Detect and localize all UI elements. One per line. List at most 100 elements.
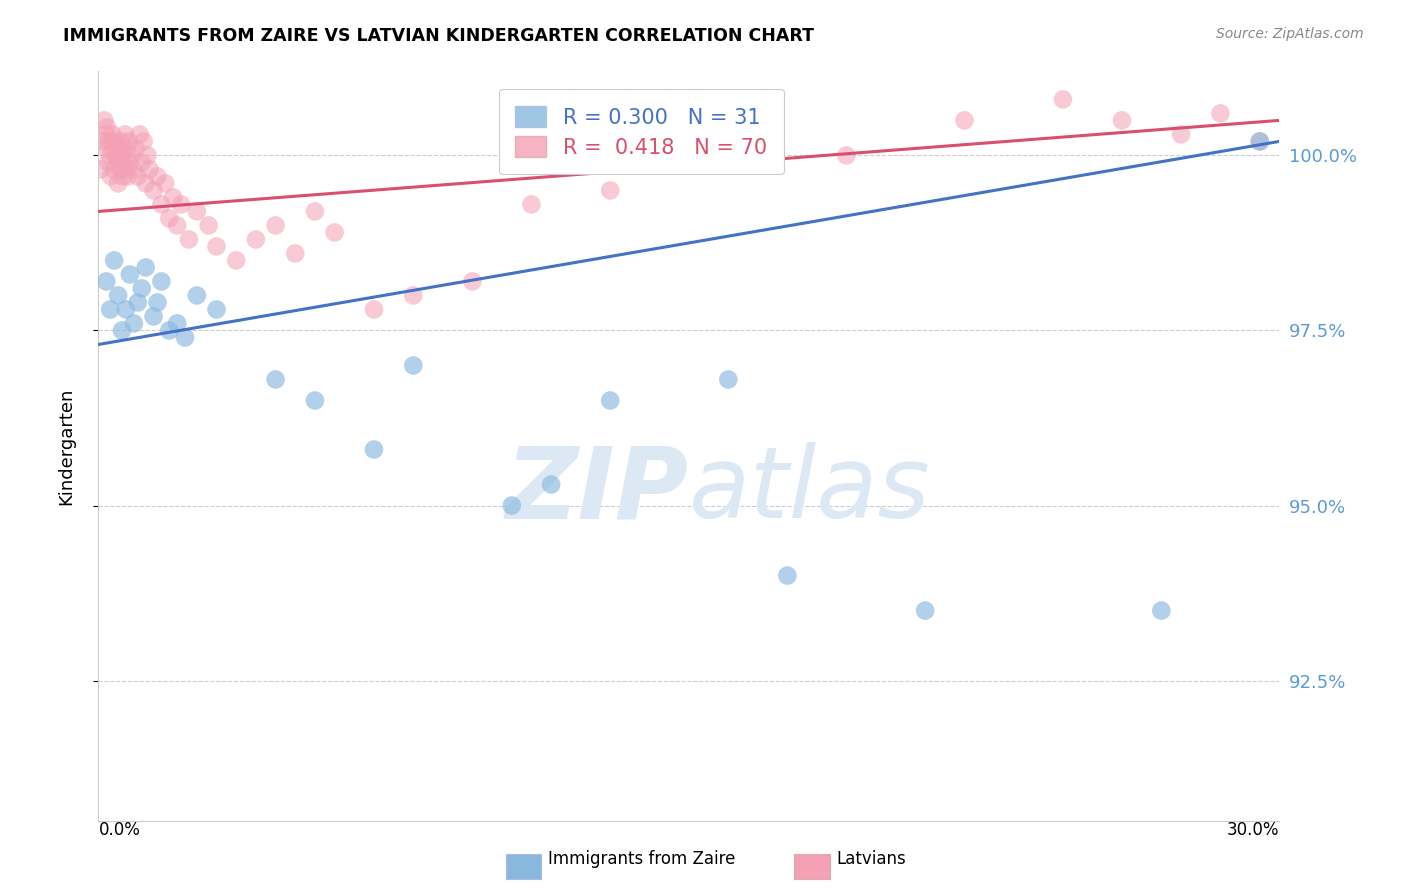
Point: [157, 211, 180, 226]
Point: [97, 155, 120, 169]
Point: [520, 197, 543, 211]
Point: [103, 141, 125, 155]
Point: [118, 155, 141, 169]
Point: [114, 128, 136, 142]
Text: Latvians: Latvians: [837, 850, 907, 868]
Point: [112, 155, 135, 169]
Point: [131, 281, 153, 295]
Point: [98, 302, 121, 317]
Point: [108, 162, 131, 177]
Point: [115, 141, 138, 155]
Point: [127, 295, 149, 310]
Point: [304, 393, 326, 408]
Point: [96, 275, 118, 289]
Point: [150, 197, 173, 211]
Point: [146, 295, 169, 310]
Text: IMMIGRANTS FROM ZAIRE VS LATVIAN KINDERGARTEN CORRELATION CHART: IMMIGRANTS FROM ZAIRE VS LATVIAN KINDERG…: [63, 27, 814, 45]
Point: [461, 275, 484, 289]
Point: [776, 568, 799, 582]
Point: [107, 177, 129, 191]
Point: [264, 219, 287, 233]
Point: [150, 275, 173, 289]
Point: [1209, 106, 1232, 120]
Point: [264, 372, 287, 386]
Point: [104, 135, 127, 149]
Point: [135, 177, 157, 191]
Point: [138, 162, 160, 177]
Point: [501, 499, 523, 513]
Point: [111, 323, 134, 337]
Text: Immigrants from Zaire: Immigrants from Zaire: [548, 850, 735, 868]
Point: [96, 141, 118, 155]
Point: [174, 330, 197, 344]
Point: [717, 135, 740, 149]
Text: 0.0%: 0.0%: [98, 821, 141, 838]
Point: [101, 128, 124, 142]
Point: [136, 148, 159, 162]
Point: [1249, 135, 1271, 149]
Point: [146, 169, 169, 184]
Point: [125, 141, 148, 155]
Point: [402, 359, 425, 373]
Point: [142, 183, 165, 197]
Point: [166, 219, 188, 233]
Point: [127, 169, 149, 184]
Point: [155, 177, 177, 191]
Point: [103, 253, 125, 268]
Point: [111, 169, 134, 184]
Point: [205, 239, 228, 253]
Point: [363, 442, 385, 457]
Point: [1170, 128, 1192, 142]
Point: [121, 148, 143, 162]
Text: Source: ZipAtlas.com: Source: ZipAtlas.com: [1216, 27, 1364, 41]
Point: [914, 603, 936, 617]
Point: [540, 477, 562, 491]
Point: [98, 135, 121, 149]
Point: [177, 232, 200, 246]
Point: [245, 232, 267, 246]
Text: ZIP: ZIP: [506, 442, 689, 540]
Point: [363, 302, 385, 317]
Point: [599, 183, 621, 197]
Point: [402, 288, 425, 302]
Point: [205, 302, 228, 317]
Y-axis label: Kindergarten: Kindergarten: [56, 387, 75, 505]
Point: [1111, 113, 1133, 128]
Point: [953, 113, 976, 128]
Point: [157, 323, 180, 337]
Point: [1249, 135, 1271, 149]
Point: [115, 302, 138, 317]
Point: [166, 317, 188, 331]
Point: [197, 219, 219, 233]
Point: [132, 135, 155, 149]
Point: [111, 148, 134, 162]
Point: [98, 148, 121, 162]
Text: 30.0%: 30.0%: [1227, 821, 1279, 838]
Point: [128, 128, 150, 142]
Point: [89, 162, 111, 177]
Point: [1150, 603, 1173, 617]
Point: [162, 190, 184, 204]
Point: [135, 260, 157, 275]
Point: [110, 135, 132, 149]
Point: [599, 393, 621, 408]
Point: [105, 155, 128, 169]
Point: [107, 288, 129, 302]
Point: [105, 148, 128, 162]
Point: [122, 317, 145, 331]
Point: [100, 169, 122, 184]
Point: [131, 155, 153, 169]
Point: [118, 135, 141, 149]
Point: [717, 372, 740, 386]
Point: [1052, 92, 1074, 106]
Point: [835, 148, 858, 162]
Point: [103, 162, 125, 177]
Point: [115, 162, 138, 177]
Point: [170, 197, 193, 211]
Point: [142, 310, 165, 324]
Point: [91, 135, 114, 149]
Point: [284, 246, 307, 260]
Point: [186, 288, 208, 302]
Point: [117, 169, 139, 184]
Point: [118, 268, 141, 282]
